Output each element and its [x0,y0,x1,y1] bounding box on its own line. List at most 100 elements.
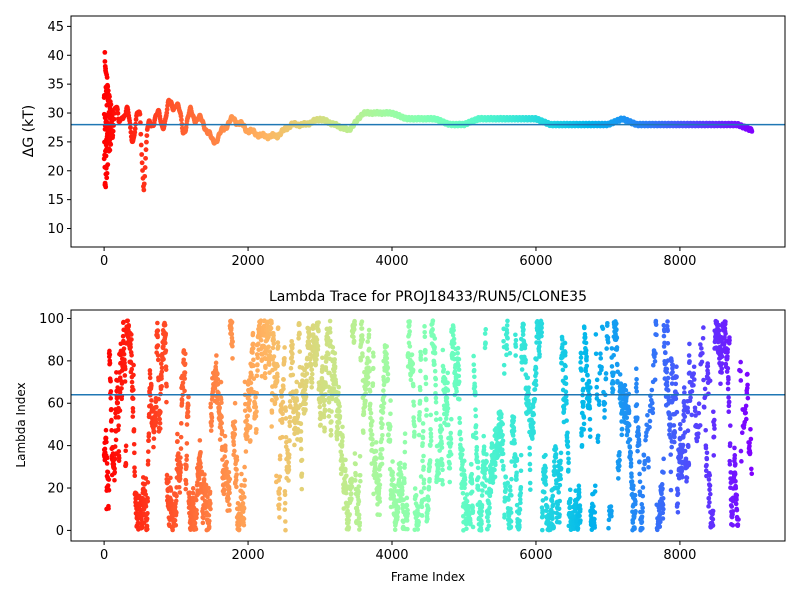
lambda-point [379,455,385,461]
lambda-point [253,413,259,419]
lambda-point [275,325,281,330]
lambda-point [192,520,198,526]
lambda-point [365,380,371,386]
lambda-point [440,347,446,353]
lambda-point [232,426,238,432]
lambda-point [432,368,438,374]
lambda-point [290,359,295,365]
lambda-point [417,387,423,393]
lambda-point [530,436,535,441]
lambda-point [492,467,497,473]
lambda-point [208,500,213,506]
lambda-point [521,322,526,328]
lambda-point [145,510,150,516]
lambda-point [361,411,367,417]
delta-g-point [101,92,107,98]
y-tick-label: 25 [47,135,64,150]
lambda-point [352,451,358,456]
lambda-point [527,480,533,486]
lambda-point [426,497,431,502]
lambda-point [513,344,519,349]
lambda-point [223,443,228,448]
delta-g-point [103,66,108,71]
lambda-point [412,423,417,429]
lambda-point [230,339,235,345]
x-tick-label: 0 [100,254,108,269]
lambda-point [178,446,184,451]
lambda-point [385,376,391,382]
lambda-point [151,444,156,450]
lambda-point [437,416,443,422]
lambda-point [242,408,248,413]
lambda-point [277,453,283,459]
lambda-point [402,431,408,437]
lambda-point [258,337,264,343]
lambda-point [523,342,528,348]
lambda-point [550,493,556,499]
lambda-point [349,484,355,490]
lambda-point [542,489,547,495]
lambda-point [159,384,164,389]
lambda-point [229,325,234,331]
lambda-point [159,365,165,371]
lambda-point [474,454,480,460]
lambda-point [226,496,231,502]
lambda-point [509,476,514,482]
lambda-point [334,436,340,442]
lambda-point [128,344,133,350]
lambda-point [563,375,569,381]
lambda-point [356,512,362,518]
delta-g-points [101,50,755,193]
lambda-point [517,507,523,513]
lambda-point [153,416,158,421]
lambda-point [407,329,413,334]
lambda-point [155,357,161,363]
lambda-point [484,466,489,472]
lambda-point [471,362,477,367]
lambda-point [172,518,178,523]
lambda-point [567,487,573,493]
lambda-point [339,438,345,444]
lambda-point [151,429,157,434]
lambda-point [543,496,549,501]
lambda-point [514,470,519,476]
lambda-point [428,442,433,448]
lambda-point [277,486,283,491]
lambda-point [562,340,568,346]
lambda-point [104,455,110,461]
lambda-point [500,451,506,456]
lambda-point [384,355,390,361]
lambda-point [579,442,585,448]
lambda-point [215,371,220,376]
lambda-point [432,350,438,356]
lambda-point [557,482,563,488]
delta-g-point [111,123,117,128]
lambda-point [508,510,514,515]
lambda-point [351,338,357,344]
lambda-point [262,371,268,376]
lambda-point [422,329,427,335]
lambda-point [184,422,190,427]
lambda-point [245,413,251,419]
lambda-point [501,362,507,368]
lambda-point [132,473,138,479]
lambda-point [457,396,462,402]
lambda-point [251,357,256,363]
lambda-point [432,362,437,367]
lambda-point [500,432,505,438]
delta-g-point [104,164,109,169]
lambda-point [194,511,200,517]
lambda-point [155,328,161,333]
delta-g-point [104,84,110,90]
lambda-point [385,365,390,370]
lambda-point [292,442,297,448]
delta-g-point [107,99,112,105]
lambda-point [483,341,488,346]
lambda-chart-title: Lambda Trace for PROJ18433/RUN5/CLONE35 [269,289,587,305]
lambda-point [326,351,331,357]
lambda-point [430,318,436,324]
lambda-point [553,446,559,452]
lambda-point [423,397,429,403]
lambda-point [423,381,429,387]
